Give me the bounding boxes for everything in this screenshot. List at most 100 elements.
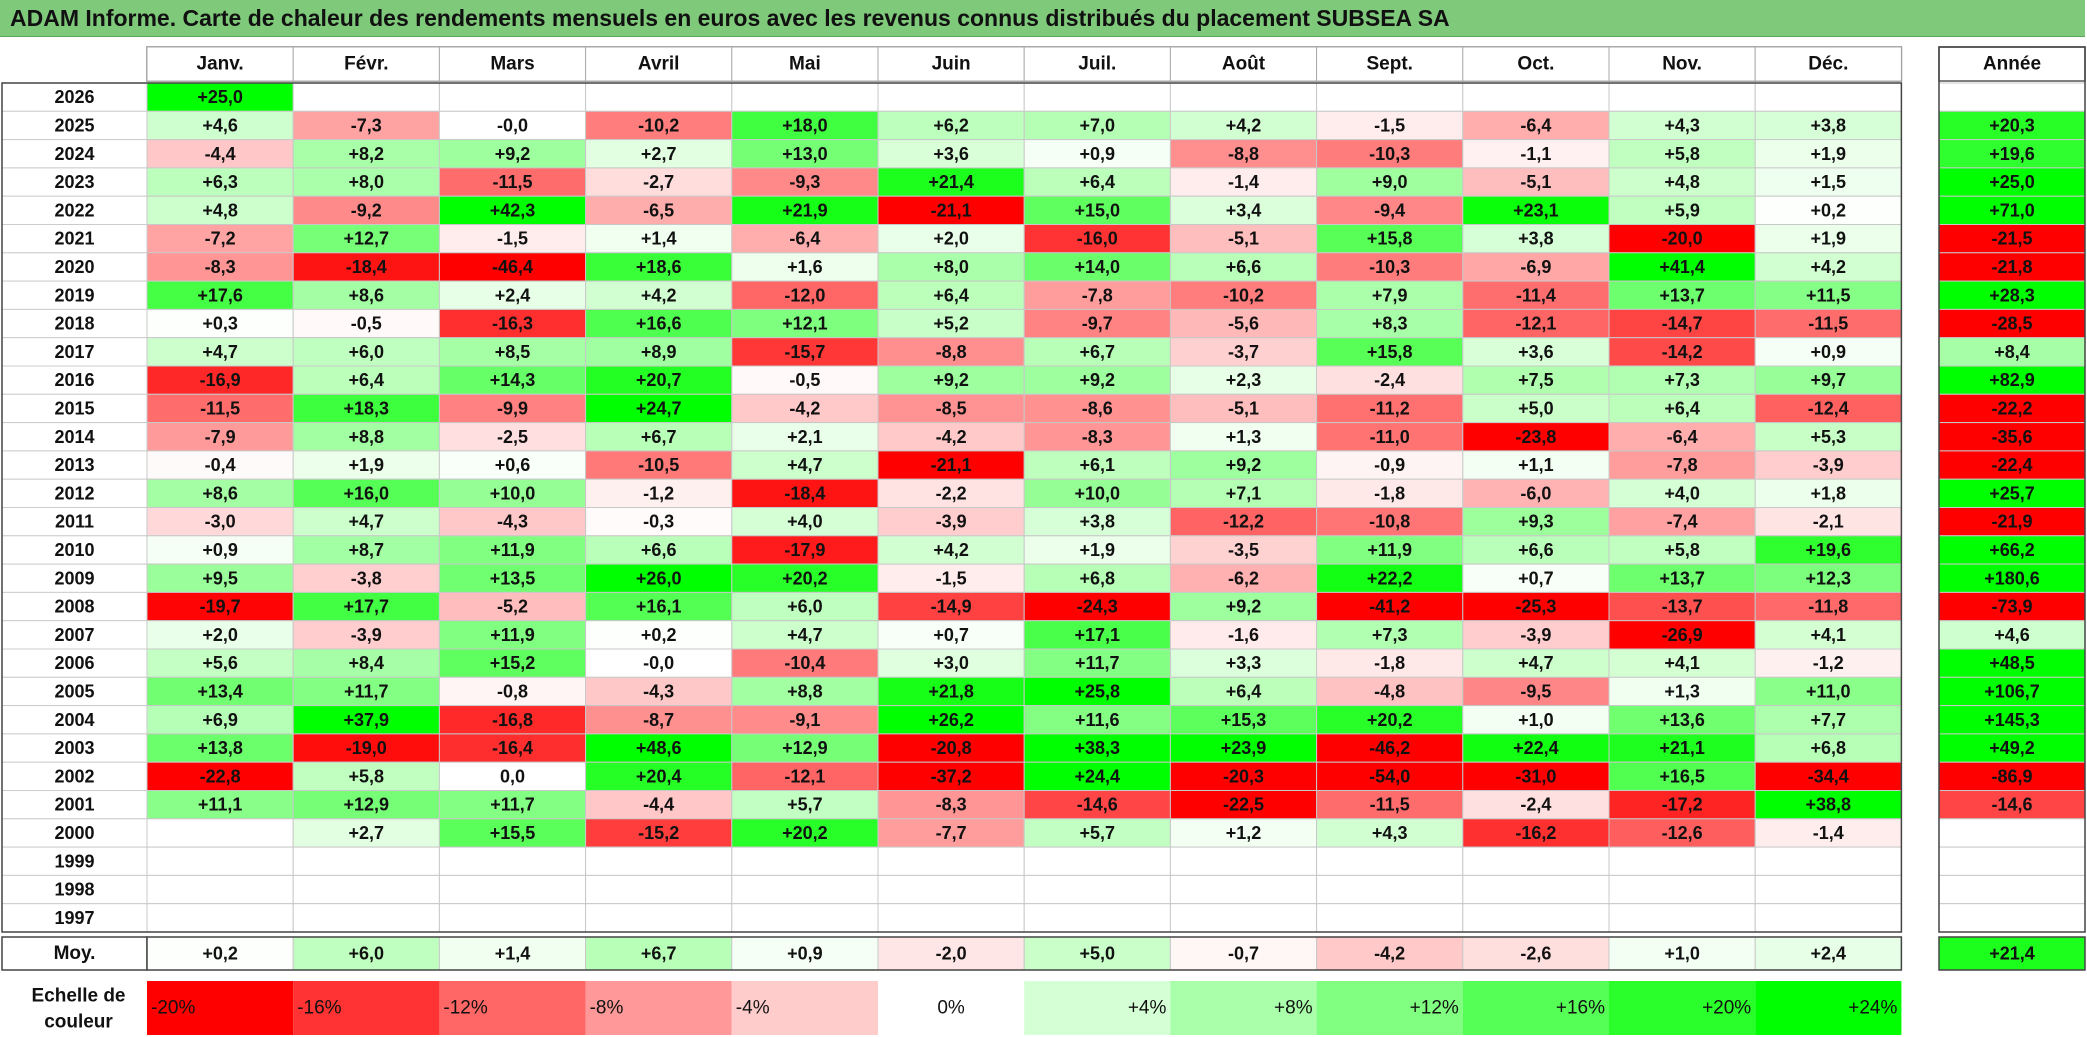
cell-value: -11,5	[492, 172, 532, 192]
cell-value: -11,2	[1370, 398, 1410, 418]
annual-cell	[1938, 507, 2086, 537]
cell-value: +1,0	[1518, 710, 1554, 730]
month-header: Avril	[638, 54, 680, 75]
year-label: 1997	[54, 908, 94, 928]
month-header: Déc.	[1808, 54, 1848, 75]
cell-value: +6,4	[1080, 172, 1116, 192]
cell-value: -10,3	[1369, 257, 1410, 277]
cell-value: +3,8	[1518, 229, 1554, 249]
heatmap-cell	[1316, 450, 1464, 480]
cell-value: +11,7	[344, 681, 389, 701]
cell-value: +8,0	[933, 257, 969, 277]
heatmap-cell	[1754, 676, 1902, 707]
cell-value: +25,0	[197, 87, 243, 107]
heatmap-cell	[1462, 478, 1610, 509]
cell-value: -31,0	[1515, 766, 1556, 786]
cell-value: -1,6	[1228, 625, 1259, 645]
heatmap-cell	[146, 761, 294, 792]
cell-value: -6,4	[789, 229, 820, 249]
cell-value: +38,3	[1075, 738, 1121, 758]
cell-value: 0,0	[500, 766, 525, 786]
average-annual-cell	[1938, 936, 2086, 971]
heatmap-cell	[438, 874, 587, 905]
heatmap-cell	[292, 790, 440, 820]
cell-value: -10,3	[1369, 144, 1410, 164]
heatmap-cell	[585, 422, 733, 452]
average-value: -2,6	[1520, 944, 1551, 964]
cell-value: +3,3	[1226, 653, 1262, 673]
cell-value: +13,8	[197, 738, 243, 758]
cell-value: +6,4	[1664, 398, 1700, 418]
annual-value: +145,3	[1984, 710, 2040, 730]
annual-cell	[1938, 308, 2086, 339]
table-border	[1, 82, 1903, 933]
heatmap-cell	[1169, 874, 1318, 905]
heatmap-cell	[1316, 874, 1464, 905]
heatmap-cell	[292, 874, 440, 905]
heatmap-cell	[1316, 903, 1464, 933]
heatmap-cell	[731, 874, 879, 905]
cell-value: +2,0	[202, 625, 238, 645]
heatmap-cell	[1754, 874, 1902, 905]
cell-value: +21,8	[928, 681, 974, 701]
cell-value: +0,6	[495, 455, 531, 475]
cell-value: +18,0	[782, 115, 828, 135]
heatmap-cell	[877, 790, 1025, 820]
annual-value: +25,7	[1989, 483, 2035, 503]
cell-value: -0,9	[1374, 455, 1405, 475]
month-header: Nov.	[1662, 54, 1702, 75]
cell-value: -14,2	[1662, 342, 1703, 362]
cell-value: +2,0	[933, 229, 969, 249]
cell-value: +9,3	[1518, 512, 1554, 532]
cell-value: -11,4	[1516, 285, 1556, 305]
cell-value: +11,5	[1806, 285, 1851, 305]
cell-value: +11,7	[490, 795, 535, 815]
heatmap-cell	[877, 846, 1025, 876]
heatmap-cell	[1754, 846, 1902, 876]
heatmap-cell	[877, 563, 1025, 593]
cell-value: -1,2	[643, 483, 674, 503]
cell-value: +5,8	[1664, 144, 1700, 164]
heatmap-cell	[438, 507, 587, 537]
cell-value: +4,1	[1811, 625, 1847, 645]
annual-cell	[1938, 591, 2086, 622]
heatmap-cell	[146, 393, 294, 424]
heatmap-cell	[731, 337, 879, 367]
cell-value: -6,2	[1228, 568, 1259, 588]
heatmap-cell	[877, 365, 1025, 395]
color-scale-stop-label: -12%	[443, 998, 487, 1019]
cell-value: +11,7	[1075, 653, 1120, 673]
heatmap-cell	[438, 790, 587, 820]
color-scale-label: couleur	[44, 1012, 113, 1033]
heatmap-cell	[1754, 365, 1902, 395]
annual-value: -21,9	[1991, 512, 2032, 532]
year-cell	[1, 308, 148, 339]
heatmap-cell	[438, 422, 587, 452]
heatmap-cell	[731, 903, 879, 933]
cell-value: +16,1	[636, 597, 682, 617]
annual-cell	[1938, 110, 2086, 141]
cell-value: +4,2	[1226, 115, 1262, 135]
annual-value: +180,6	[1984, 568, 2040, 588]
cell-value: +10,0	[1075, 483, 1121, 503]
cell-value: -3,9	[1813, 455, 1844, 475]
cell-value: -11,5	[200, 398, 240, 418]
color-scale-stop-label: -20%	[151, 998, 195, 1019]
cell-value: +8,0	[349, 172, 385, 192]
cell-value: -0,8	[497, 681, 528, 701]
year-label: 2007	[54, 625, 94, 645]
cell-value: +0,9	[1080, 144, 1116, 164]
cell-value: -4,3	[497, 512, 528, 532]
average-cell	[731, 936, 879, 971]
annual-cell	[1938, 82, 2086, 112]
cell-value: +8,4	[349, 653, 385, 673]
annual-value: -28,5	[1991, 314, 2032, 334]
cell-value: -9,7	[1082, 314, 1113, 334]
heatmap-cell	[1462, 252, 1610, 282]
heatmap-cell	[585, 82, 733, 112]
color-scale-stop-label: +16%	[1556, 998, 1605, 1019]
avg-row-border	[146, 936, 1903, 971]
heatmap-cell	[146, 903, 294, 933]
cell-value: -4,8	[1374, 681, 1405, 701]
